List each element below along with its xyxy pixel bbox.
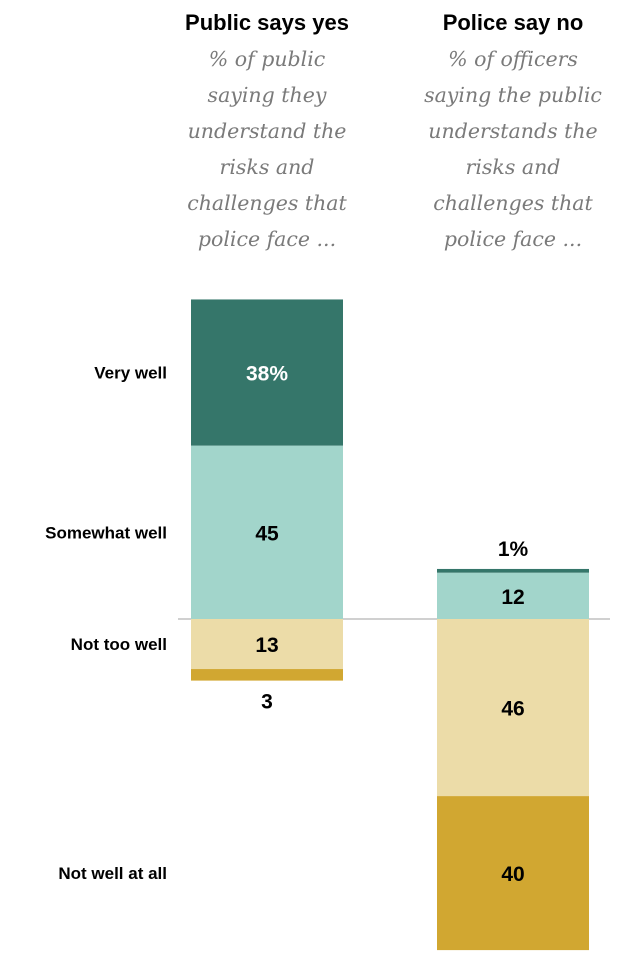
series-subtitle-line: understand the <box>188 119 347 143</box>
series-subtitle-line: understands the <box>428 119 597 143</box>
value-label-1-1: 12 <box>501 586 524 609</box>
series-subtitle-line: challenges that <box>433 191 593 215</box>
value-label-1-0: 1% <box>498 538 529 561</box>
series-subtitle-line: risks and <box>466 155 561 179</box>
series-subtitle-line: police face ... <box>198 227 336 251</box>
value-label-0-3: 3 <box>261 691 273 714</box>
category-label-somewhat-well: Somewhat well <box>45 523 167 542</box>
category-labels: Very well Somewhat well Not too well Not we… <box>45 364 167 883</box>
value-label-0-1: 45 <box>255 522 279 545</box>
bar-0-somewhat-well <box>191 445 343 619</box>
value-label-0-2: 13 <box>255 634 278 657</box>
value-label-1-3: 40 <box>501 863 524 886</box>
series-title-0: Public says yes <box>185 10 349 35</box>
series-subtitle-line: saying the public <box>424 83 602 107</box>
series-subtitle-line: % of officers <box>448 47 578 71</box>
category-label-very-well: Very well <box>94 364 167 383</box>
bar-1-not-too-well <box>437 619 589 797</box>
bars <box>191 299 589 951</box>
series-subtitle-line: % of public <box>209 47 326 71</box>
series-subtitle-line: challenges that <box>187 191 347 215</box>
bar-0-very-well <box>191 299 343 446</box>
value-labels: 38% 45 13 3 1% 12 46 40 <box>246 363 529 886</box>
series-subtitle-line: police face ... <box>444 227 582 251</box>
bar-1-not-well-at-all <box>437 796 589 951</box>
category-label-not-too-well: Not too well <box>71 635 167 654</box>
bar-0-not-well-at-all <box>191 669 343 681</box>
bar-0-not-too-well <box>191 619 343 670</box>
bar-1-very-well <box>437 568 589 573</box>
series-subtitle-line: saying they <box>208 83 327 107</box>
series-subtitle-line: risks and <box>220 155 315 179</box>
bar-1-somewhat-well <box>437 572 589 619</box>
column-headers: Public says yes % of public saying they und… <box>185 10 602 251</box>
value-label-1-2: 46 <box>501 698 524 721</box>
series-title-1: Police say no <box>443 10 584 35</box>
value-label-0-0: 38% <box>246 363 288 386</box>
category-label-not-well-at-all: Not well at all <box>58 864 167 883</box>
